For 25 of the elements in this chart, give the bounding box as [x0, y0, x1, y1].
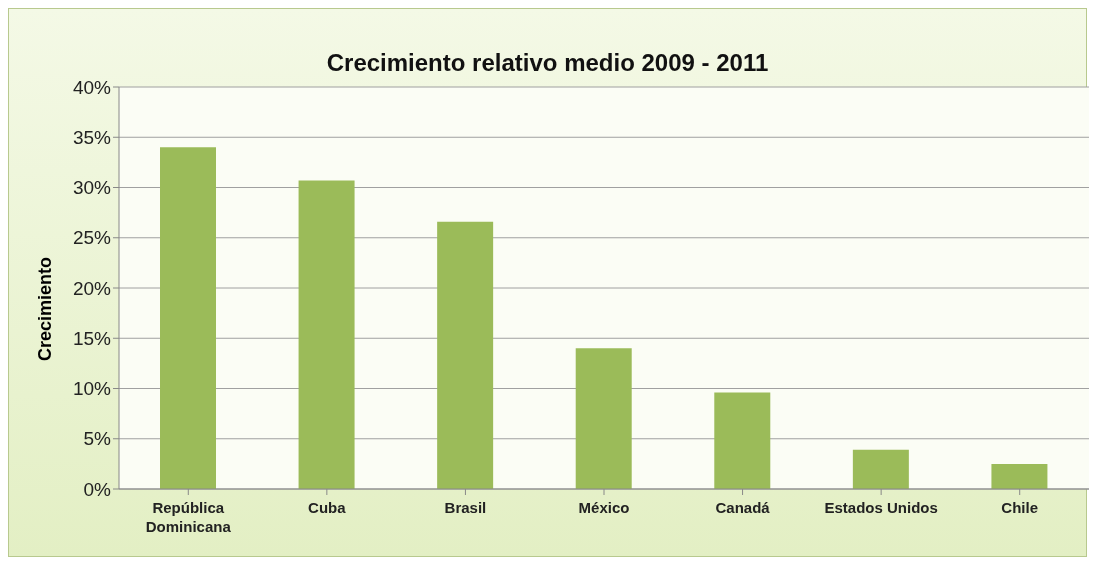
bar — [852, 449, 909, 489]
bar — [298, 180, 355, 489]
y-tick-label: 40% — [72, 76, 112, 98]
y-axis-title: Crecimiento — [34, 256, 56, 362]
y-tick-label: 30% — [72, 177, 112, 199]
x-tick-label: Chile — [1001, 499, 1039, 516]
x-tick-label: Canadá — [715, 499, 771, 516]
bar — [575, 348, 632, 489]
bar — [991, 463, 1048, 489]
y-tick-label: 10% — [72, 378, 112, 400]
chart-title: Crecimiento relativo medio 2009 - 2011 — [325, 49, 770, 77]
bar — [714, 392, 771, 489]
x-tick-label: República Dominicana — [145, 499, 232, 535]
x-tick-label: Cuba — [308, 499, 347, 516]
bar — [160, 147, 216, 489]
bar — [437, 221, 494, 489]
y-tick-label: 20% — [72, 277, 112, 299]
y-tick-label: 35% — [72, 127, 112, 148]
x-tick-label: Estados Unidos — [824, 499, 938, 516]
x-tick-label: México — [578, 499, 630, 516]
x-tick-label: Brasil — [444, 499, 487, 516]
y-tick-label: 0% — [83, 478, 112, 500]
y-tick-label: 5% — [83, 428, 112, 450]
y-tick-label: 25% — [72, 227, 112, 249]
y-tick-label: 15% — [72, 327, 112, 349]
